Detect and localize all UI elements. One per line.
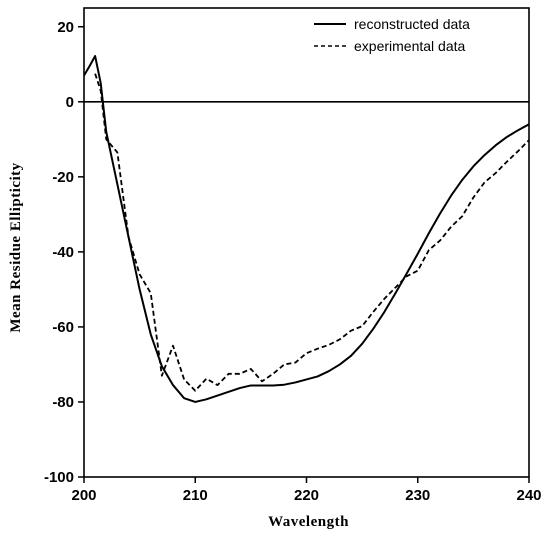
legend-label: reconstructed data xyxy=(354,16,470,32)
x-tick-label: 240 xyxy=(516,487,541,504)
x-tick-label: 230 xyxy=(405,487,430,504)
legend-label: experimental data xyxy=(354,38,466,54)
plot-frame xyxy=(83,7,530,478)
y-tick-label: 0 xyxy=(66,94,74,111)
x-tick-label: 220 xyxy=(294,487,319,504)
y-tick-label: 20 xyxy=(57,19,74,36)
x-tick-label: 210 xyxy=(183,487,208,504)
reconstructed-data-line xyxy=(84,55,529,403)
y-tick-label: -80 xyxy=(52,394,74,411)
y-tick-label: -40 xyxy=(52,244,74,261)
y-axis-title: Mean Residue Ellipticity xyxy=(8,162,24,332)
x-tick-label: 200 xyxy=(71,487,96,504)
y-tick-label: -20 xyxy=(52,169,74,186)
x-axis-title: Wavelength xyxy=(268,514,349,530)
y-tick-label: -100 xyxy=(44,469,74,486)
experimental-data-line xyxy=(94,73,529,392)
y-tick-label: -60 xyxy=(52,319,74,336)
